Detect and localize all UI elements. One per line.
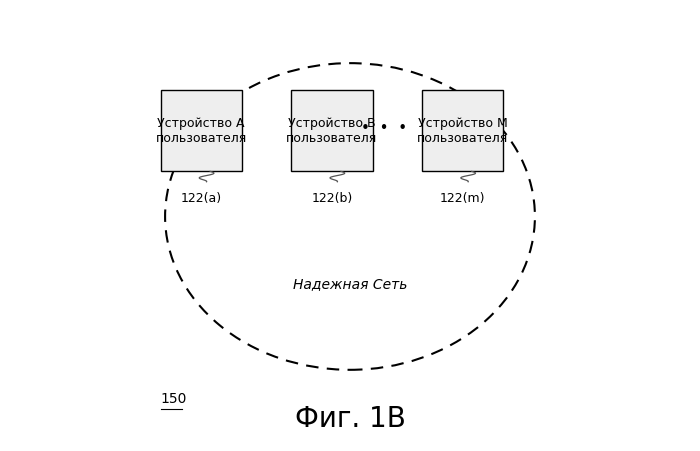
FancyBboxPatch shape: [291, 90, 372, 171]
Text: 150: 150: [160, 392, 187, 406]
Text: Устройство А
пользователя: Устройство А пользователя: [155, 117, 247, 145]
FancyBboxPatch shape: [160, 90, 242, 171]
Text: Фиг. 1В: Фиг. 1В: [295, 405, 405, 433]
FancyBboxPatch shape: [422, 90, 503, 171]
Text: 122(a): 122(a): [181, 192, 222, 205]
Text: 122(b): 122(b): [312, 192, 353, 205]
Text: Надежная Сеть: Надежная Сеть: [293, 277, 407, 291]
Text: 122(m): 122(m): [440, 192, 486, 205]
Text: Устройство В
пользователя: Устройство В пользователя: [286, 117, 377, 145]
Text: •  •  •: • • •: [360, 121, 407, 136]
Text: Устройство М
пользователя: Устройство М пользователя: [417, 117, 508, 145]
